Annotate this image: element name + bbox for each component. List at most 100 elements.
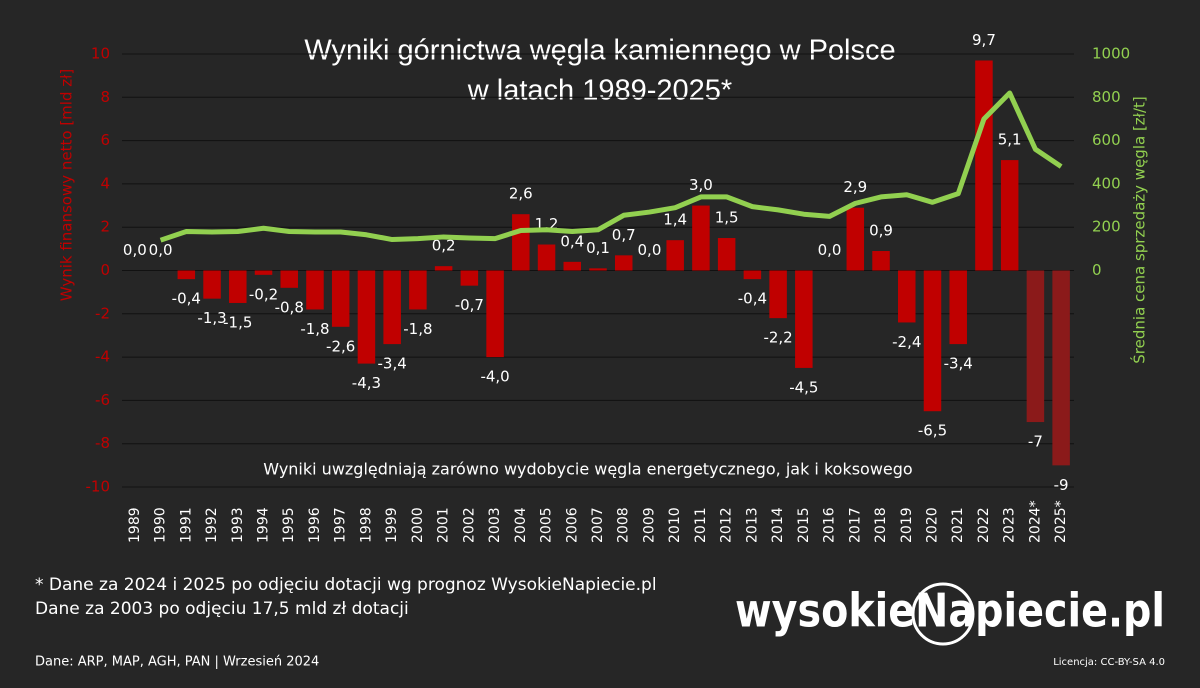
- bar: [1026, 270, 1045, 423]
- x-tick-label: 2006: [564, 507, 580, 543]
- x-tick-label: 2014: [770, 507, 786, 543]
- bar: [203, 270, 221, 299]
- bar: [692, 205, 710, 271]
- value-label: 0,1: [586, 239, 610, 257]
- x-tick-label: 2008: [616, 507, 632, 543]
- y2-tick-label: 0: [1092, 261, 1102, 279]
- bar: [331, 270, 350, 327]
- bar: [846, 207, 865, 271]
- value-label: -4,0: [480, 368, 509, 386]
- bar: [409, 270, 427, 310]
- y-tick-label: 2: [100, 218, 110, 236]
- bar: [743, 270, 762, 280]
- y2-tick-label: 400: [1092, 174, 1121, 192]
- bar: [537, 244, 556, 271]
- bar: [975, 60, 993, 271]
- y-tick-label: 8: [100, 88, 110, 106]
- chart-title: Wyniki górnictwa węgla kamiennego w Pols…: [304, 35, 895, 67]
- x-tick-label: 1989: [127, 507, 143, 543]
- x-tick-label: 1990: [153, 507, 169, 543]
- x-tick-label: 2007: [590, 507, 606, 543]
- bar: [434, 266, 453, 271]
- bar: [486, 270, 504, 358]
- value-label: -2,4: [892, 333, 921, 351]
- y-tick-label: 10: [91, 45, 110, 63]
- value-label: 9,7: [972, 31, 996, 49]
- value-label: 5,1: [998, 131, 1022, 149]
- x-tick-label: 2015: [796, 507, 812, 543]
- line: [159, 90, 1063, 243]
- source: Dane: ARP, MAP, AGH, PAN | Wrzesień 2024: [35, 655, 319, 670]
- value-label: 0,0: [818, 241, 842, 259]
- y-tick-label: -4: [95, 348, 110, 366]
- x-tick-label: 1995: [281, 507, 297, 543]
- y2-tick-label: 800: [1092, 88, 1121, 106]
- y-tick-label: 6: [100, 131, 110, 149]
- value-label: 0,4: [560, 232, 584, 250]
- logo: wysokieNapiecie.pl: [735, 584, 1165, 638]
- bar: [872, 251, 890, 271]
- value-label: 1,4: [663, 211, 687, 229]
- x-tick-label: 2024*: [1027, 500, 1043, 543]
- bar: [306, 270, 324, 310]
- y-tick-label: 0: [100, 261, 110, 279]
- y2-tick-label: 1000: [1092, 45, 1130, 63]
- bar: [383, 270, 401, 345]
- value-label: -0,2: [249, 285, 278, 303]
- x-tick-label: 2005: [539, 507, 555, 543]
- value-label: 0,2: [432, 237, 456, 255]
- bar: [1000, 160, 1019, 271]
- value-label: -3,4: [944, 355, 973, 373]
- value-label: -6,5: [918, 422, 947, 440]
- x-tick-label: 1996: [307, 507, 323, 543]
- bar: [229, 270, 247, 303]
- value-label: -0,7: [455, 296, 484, 314]
- y2-axis-label: Średnia cena sprzedaży węgla [zł/t]: [1130, 96, 1149, 363]
- value-label: -3,4: [378, 355, 407, 373]
- x-tick-label: 2016: [822, 507, 838, 543]
- x-tick-label: 2011: [693, 507, 709, 543]
- x-tick-label: 2004: [513, 507, 529, 543]
- value-label: -0,4: [738, 290, 767, 308]
- x-tick-label: 2023: [1002, 507, 1018, 543]
- bar: [512, 214, 530, 271]
- value-label: -1,8: [300, 320, 329, 338]
- bar: [357, 270, 376, 364]
- value-label: 2,6: [509, 185, 533, 203]
- y-tick-label: 4: [100, 174, 110, 192]
- bar: [177, 270, 196, 280]
- y-tick-label: -10: [86, 478, 111, 496]
- x-tick-label: 2020: [924, 507, 940, 543]
- bar: [666, 240, 684, 271]
- x-tick-label: 2017: [847, 507, 863, 543]
- x-tick-label: 2003: [487, 507, 503, 543]
- x-tick-label: 2019: [899, 507, 915, 543]
- value-label: -7: [1028, 433, 1043, 451]
- value-label: -4,5: [789, 378, 818, 396]
- x-tick-label: 2000: [410, 507, 426, 543]
- bar: [563, 261, 582, 271]
- bar: [1052, 270, 1070, 466]
- x-tick-label: 2021: [950, 507, 966, 543]
- bar: [717, 238, 736, 271]
- x-tick-label: 2025*: [1053, 500, 1069, 543]
- bar: [614, 255, 633, 271]
- bar: [898, 270, 916, 323]
- bar: [949, 270, 967, 345]
- y-tick-label: -2: [95, 304, 110, 322]
- x-tick-label: 1993: [230, 507, 246, 543]
- chart-title: w latach 1989-2025*: [467, 75, 732, 107]
- value-label: -0,8: [275, 298, 304, 316]
- value-label: 1,5: [715, 209, 739, 227]
- value-label: -1,3: [197, 309, 226, 327]
- annotation: Wyniki uwzględniają zarówno wydobycie wę…: [263, 460, 912, 479]
- note: * Dane za 2024 i 2025 po odjęciu dotacji…: [35, 575, 657, 595]
- value-label: 0,0: [638, 241, 662, 259]
- x-tick-label: 1994: [256, 507, 272, 543]
- bar: [254, 270, 273, 275]
- y2-tick-label: 200: [1092, 218, 1121, 236]
- x-tick-label: 1991: [178, 507, 194, 543]
- logo-ring: [911, 582, 975, 646]
